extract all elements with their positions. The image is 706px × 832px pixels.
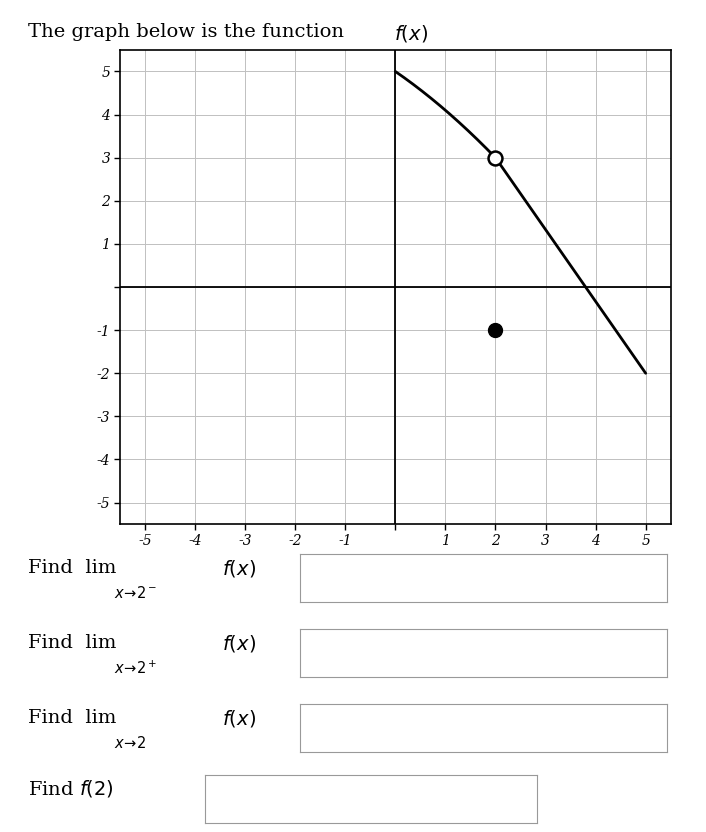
Text: $f(x)$: $f(x)$ xyxy=(222,557,256,579)
Text: $x\!\to\!2^+$: $x\!\to\!2^+$ xyxy=(114,660,157,676)
Text: Find  lim: Find lim xyxy=(28,709,116,727)
Text: $x\!\to\!2^-$: $x\!\to\!2^-$ xyxy=(114,585,157,602)
Text: Find $f(2)$: Find $f(2)$ xyxy=(28,778,114,800)
Text: $f(x)$: $f(x)$ xyxy=(222,707,256,729)
Text: Find  lim: Find lim xyxy=(28,559,116,577)
Text: $f(x)$: $f(x)$ xyxy=(394,23,428,44)
Text: $x\!\to\!2$: $x\!\to\!2$ xyxy=(114,735,146,751)
Text: The graph below is the function: The graph below is the function xyxy=(28,23,350,42)
Text: $f(x)$: $f(x)$ xyxy=(222,632,256,654)
Text: Find  lim: Find lim xyxy=(28,634,116,652)
